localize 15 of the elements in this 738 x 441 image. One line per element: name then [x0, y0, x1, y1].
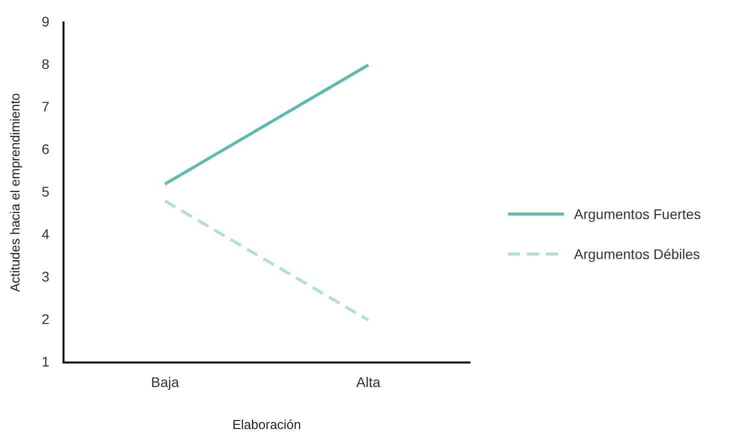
y-tick-label: 2	[42, 310, 50, 327]
legend-label: Argumentos Débiles	[574, 246, 700, 262]
y-tick-label: 9	[42, 13, 50, 30]
x-tick-label: Alta	[356, 374, 381, 390]
y-axis-title: Actitudes hacia el emprendimiento	[7, 93, 22, 292]
y-tick-label: 4	[42, 226, 50, 242]
legend-label: Argumentos Fuertes	[574, 206, 701, 222]
y-tick-label: 7	[42, 98, 50, 114]
y-tick-label: 1	[42, 353, 50, 370]
y-tick-label: 3	[42, 268, 50, 284]
y-tick-label: 5	[42, 183, 50, 200]
y-tick-label: 8	[42, 56, 50, 72]
y-tick-label: 6	[42, 140, 50, 157]
x-axis-title: Elaboración	[232, 416, 302, 432]
x-tick-label: Baja	[151, 374, 180, 390]
